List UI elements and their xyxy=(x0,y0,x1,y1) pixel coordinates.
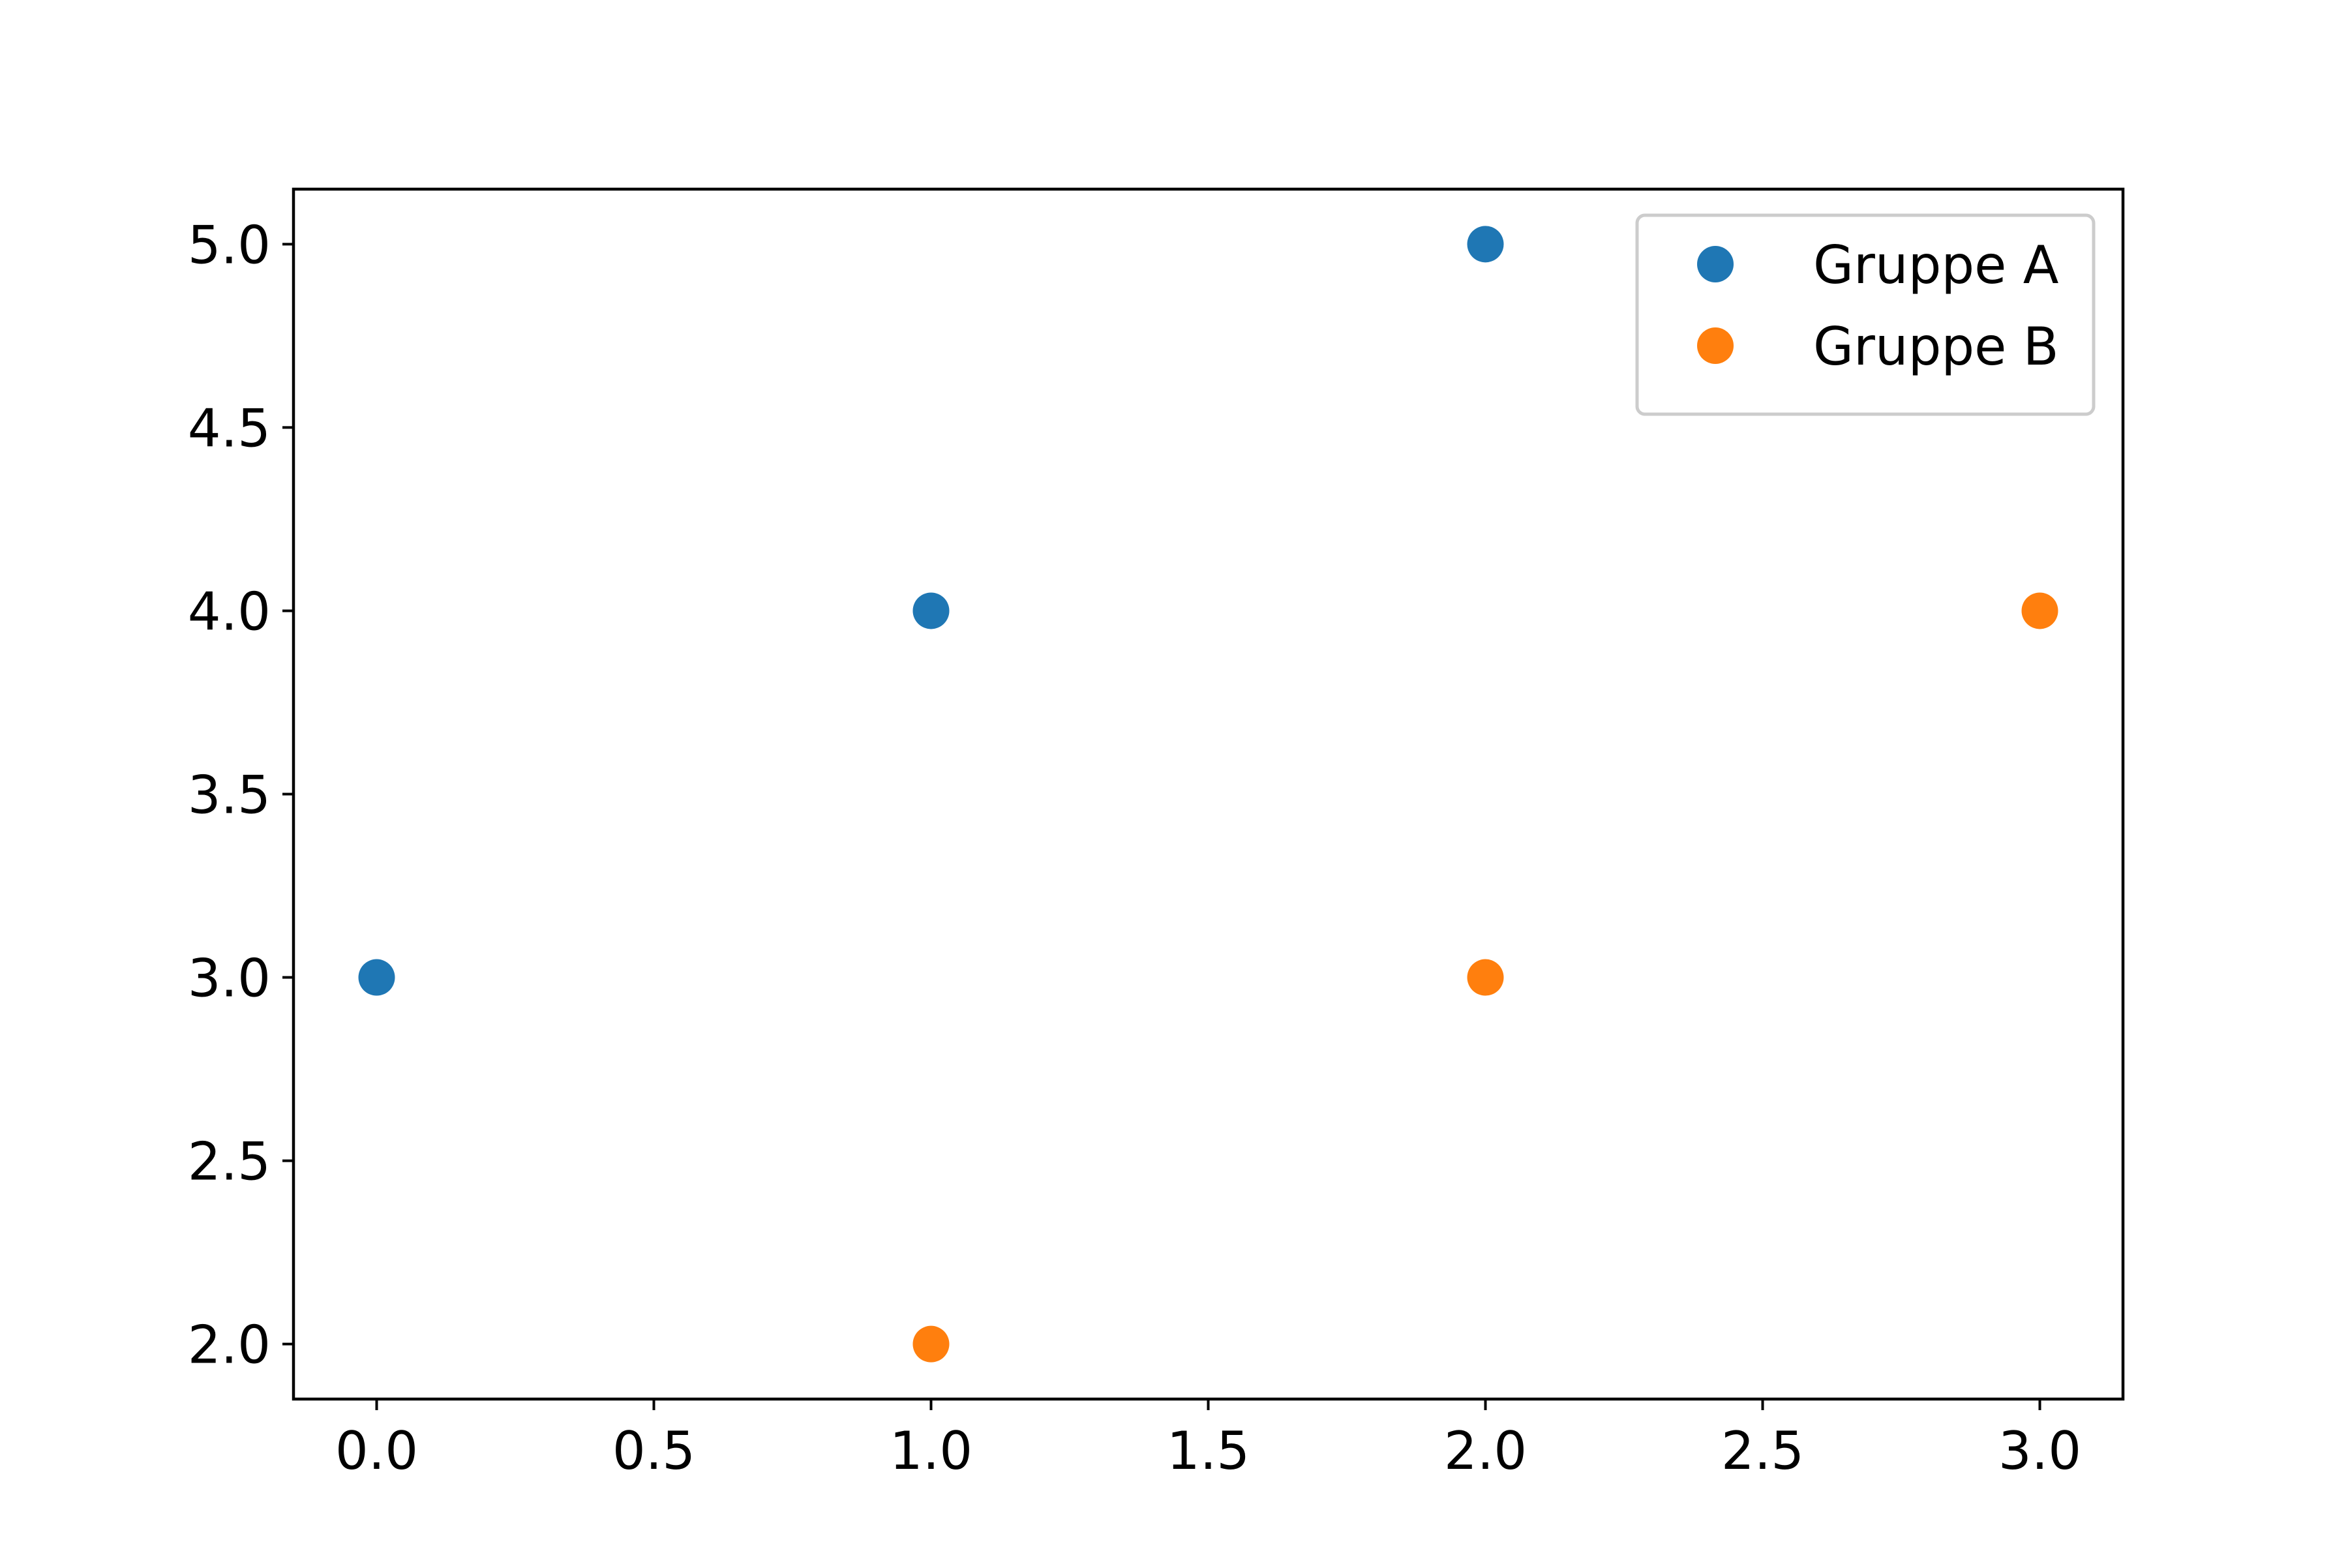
legend-label-series-1: Gruppe A xyxy=(1813,235,2059,295)
y-tick-label: 4.0 xyxy=(188,581,271,642)
x-axis: 0.0 0.5 1.0 1.5 2.0 2.5 3.0 xyxy=(335,1399,2081,1481)
y-tick-label: 3.0 xyxy=(188,948,271,1009)
y-tick-label: 3.5 xyxy=(188,765,271,826)
x-tick-label: 0.5 xyxy=(612,1421,695,1481)
legend-box xyxy=(1635,213,2096,416)
x-tick-label: 2.0 xyxy=(1444,1421,1527,1481)
legend: Gruppe A Gruppe B xyxy=(1635,213,2096,416)
data-point-series-1 xyxy=(1467,226,1504,263)
data-point-series-2 xyxy=(1467,959,1504,996)
plot-frame xyxy=(292,187,2125,1401)
y-tick-label: 5.0 xyxy=(188,215,271,275)
legend-marker-series-2 xyxy=(1697,327,1734,364)
y-tick-label: 4.5 xyxy=(188,398,271,459)
data-points xyxy=(358,226,2058,1363)
y-tick-label: 2.0 xyxy=(188,1315,271,1376)
x-tick-label: 3.0 xyxy=(1998,1421,2081,1481)
x-tick-label: 1.0 xyxy=(890,1421,972,1481)
x-tick-label: 0.0 xyxy=(335,1421,418,1481)
data-point-series-2 xyxy=(912,1325,950,1363)
legend-label-series-2: Gruppe B xyxy=(1813,316,2059,377)
data-point-series-2 xyxy=(2021,592,2058,629)
x-tick-label: 2.5 xyxy=(1721,1421,1804,1481)
x-tick-label: 1.5 xyxy=(1167,1421,1250,1481)
y-axis: 2.0 2.5 3.0 3.5 4.0 4.5 5.0 xyxy=(188,215,294,1376)
legend-marker-series-1 xyxy=(1697,246,1734,282)
data-point-series-1 xyxy=(912,592,950,629)
data-point-series-1 xyxy=(358,959,395,996)
y-tick-label: 2.5 xyxy=(188,1132,271,1192)
